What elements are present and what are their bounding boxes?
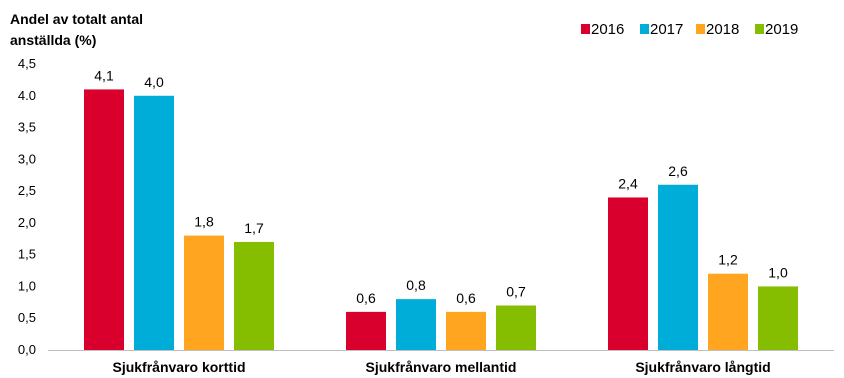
legend-swatch-2019 <box>755 24 764 34</box>
y-axis: 0,0 0,5 1,0 1,5 2,0 2,5 3,0 3,5 4.0 4,5 <box>18 56 36 357</box>
data-label: 1,8 <box>194 214 214 230</box>
data-label: 0,8 <box>406 277 426 293</box>
data-label: 0,6 <box>456 290 476 306</box>
bar-2019 <box>758 286 798 350</box>
y-tick-label: 3,5 <box>18 120 36 135</box>
data-label: 1,2 <box>718 252 738 268</box>
category-label: Sjukfrånvaro mellantid <box>366 359 517 375</box>
bar-2019 <box>234 241 274 350</box>
y-tick-label: 4,5 <box>18 56 36 71</box>
y-tick-label: 1,0 <box>18 278 36 293</box>
category-label: Sjukfrånvaro långtid <box>635 359 770 375</box>
data-label: 1,0 <box>768 264 788 280</box>
y-tick-label: 4.0 <box>18 88 36 103</box>
legend-label-2019: 2019 <box>765 21 798 38</box>
legend-label-2018: 2018 <box>706 21 739 38</box>
legend-label-2016: 2016 <box>591 21 624 38</box>
bar-2016 <box>84 89 124 350</box>
data-label: 0,6 <box>356 290 376 306</box>
legend-swatch-2018 <box>696 24 705 34</box>
data-label: 1,7 <box>244 220 264 236</box>
y-tick-label: 0,5 <box>18 310 36 325</box>
data-labels: 4,1 4,0 1,8 1,7 0,6 0,8 0,6 0,7 2,4 2,6 1,2 1,0 <box>94 67 788 305</box>
y-tick-label: 2,0 <box>18 215 36 230</box>
chart-title-line-2: anställda (%) <box>10 32 96 48</box>
bar-2018 <box>184 235 224 350</box>
data-label: 2,4 <box>618 175 638 191</box>
bar-2018 <box>446 311 486 350</box>
bar-2016 <box>608 197 648 350</box>
legend-label-2017: 2017 <box>650 21 683 38</box>
bar-2019 <box>496 305 536 350</box>
legend: 2016 2017 2018 2019 <box>581 21 798 38</box>
y-tick-label: 3,0 <box>18 151 36 166</box>
data-label: 2,6 <box>668 163 688 179</box>
y-tick-label: 1,5 <box>18 247 36 262</box>
data-label: 4,0 <box>144 74 164 90</box>
category-label: Sjukfrånvaro korttid <box>112 359 245 375</box>
y-tick-label: 0,0 <box>18 342 36 357</box>
bar-2016 <box>346 311 386 350</box>
bar-2018 <box>708 273 748 350</box>
legend-swatch-2017 <box>640 24 649 34</box>
chart-title-line-1: Andel av totalt antal <box>10 11 143 27</box>
bars <box>84 89 798 351</box>
bar-2017 <box>396 299 436 350</box>
data-label: 4,1 <box>94 67 114 83</box>
legend-swatch-2016 <box>581 24 590 34</box>
data-label: 0,7 <box>506 284 526 300</box>
bar-2017 <box>134 95 174 351</box>
y-tick-label: 2,5 <box>18 183 36 198</box>
x-axis: Sjukfrånvaro korttid Sjukfrånvaro mellant… <box>48 350 834 375</box>
bar-2017 <box>658 184 698 350</box>
